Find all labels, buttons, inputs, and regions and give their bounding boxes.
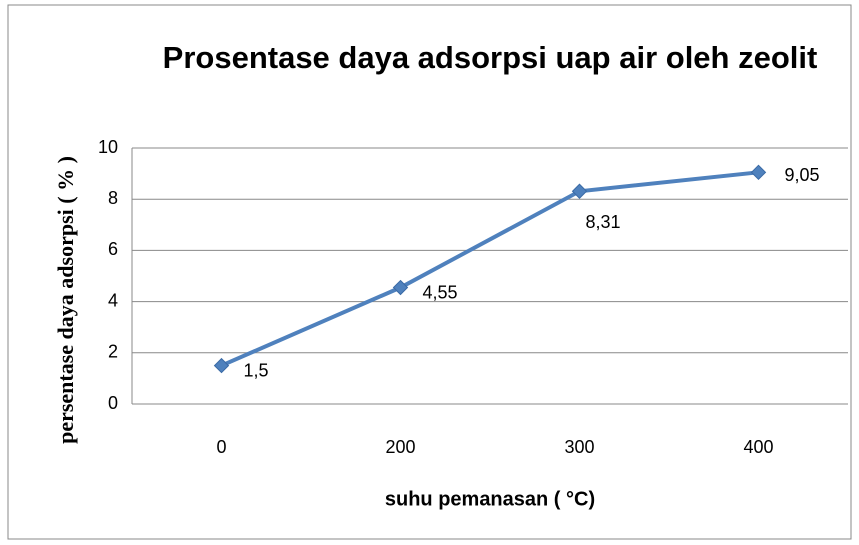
- y-tick-label: 2: [108, 342, 118, 362]
- data-label: 9,05: [785, 165, 820, 185]
- y-tick-label: 6: [108, 239, 118, 259]
- data-label: 1,5: [244, 360, 269, 380]
- data-point: [392, 279, 409, 296]
- x-tick-label: 300: [564, 437, 594, 457]
- chart-border: [7, 4, 852, 540]
- y-tick-label: 4: [108, 290, 118, 310]
- x-axis-label: suhu pemanasan ( °C): [385, 488, 595, 510]
- data-point: [750, 164, 767, 181]
- x-tick-label: 200: [385, 437, 415, 457]
- data-line: [220, 170, 759, 368]
- y-tick-label: 0: [108, 393, 118, 413]
- data-label: 8,31: [586, 212, 621, 232]
- y-axis-label: persentase daya adsorpsi ( % ): [53, 156, 78, 444]
- y-tick-label: 10: [98, 137, 118, 157]
- x-tick-label: 400: [743, 437, 773, 457]
- chart-title: Prosentase daya adsorpsi uap air oleh ze…: [162, 40, 818, 75]
- y-tick-label: 8: [108, 188, 118, 208]
- data-point: [571, 183, 588, 199]
- data-point: [213, 357, 230, 374]
- data-label: 4,55: [423, 282, 458, 302]
- x-tick-label: 0: [216, 437, 226, 457]
